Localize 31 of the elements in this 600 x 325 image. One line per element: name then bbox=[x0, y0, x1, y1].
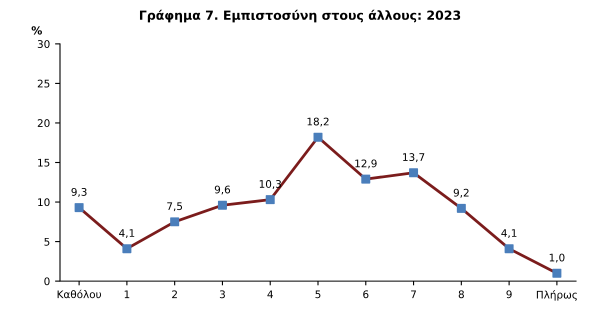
x-tick-label: 5 bbox=[315, 290, 320, 298]
x-tick-label: Πλήρως bbox=[536, 290, 577, 301]
x-tick-label: 7 bbox=[411, 290, 416, 298]
data-label: 1,0 bbox=[550, 254, 564, 263]
x-tick-label: 4 bbox=[267, 290, 273, 298]
x-tick-label: 9 bbox=[506, 290, 512, 298]
x-tick-label: 3 bbox=[220, 290, 225, 298]
x-tick-label: 6 bbox=[363, 290, 368, 298]
x-tick-label: 2 bbox=[172, 290, 177, 298]
chart-title: Γράφημα 7. Εμπιστοσύνη στους άλλους: 2023 bbox=[140, 10, 460, 22]
y-tick-label: 25 bbox=[38, 80, 50, 88]
x-tick-label: 8 bbox=[458, 290, 464, 298]
data-label: 18,2 bbox=[308, 118, 329, 127]
y-tick-label: 5 bbox=[44, 238, 50, 246]
y-tick-label: 0 bbox=[44, 277, 50, 286]
data-label: 13,7 bbox=[403, 153, 424, 162]
data-label: 4,1 bbox=[501, 229, 516, 238]
y-axis-title: % bbox=[32, 26, 42, 35]
x-tick-label: Καθόλου bbox=[58, 290, 102, 298]
data-label: 7,5 bbox=[167, 202, 182, 212]
data-label: 10,3 bbox=[260, 180, 281, 189]
y-tick-label: 10 bbox=[38, 198, 50, 206]
data-label: 12,9 bbox=[355, 159, 377, 168]
x-tick-label: 1 bbox=[124, 290, 130, 298]
y-tick-label: 20 bbox=[38, 119, 50, 128]
data-label: 4,1 bbox=[119, 229, 134, 238]
data-label: 9,6 bbox=[214, 186, 230, 195]
y-tick-label: 30 bbox=[38, 40, 50, 48]
y-tick-label: 15 bbox=[38, 158, 50, 167]
data-label: 9,2 bbox=[454, 188, 469, 198]
data-label: 9,3 bbox=[71, 188, 87, 197]
